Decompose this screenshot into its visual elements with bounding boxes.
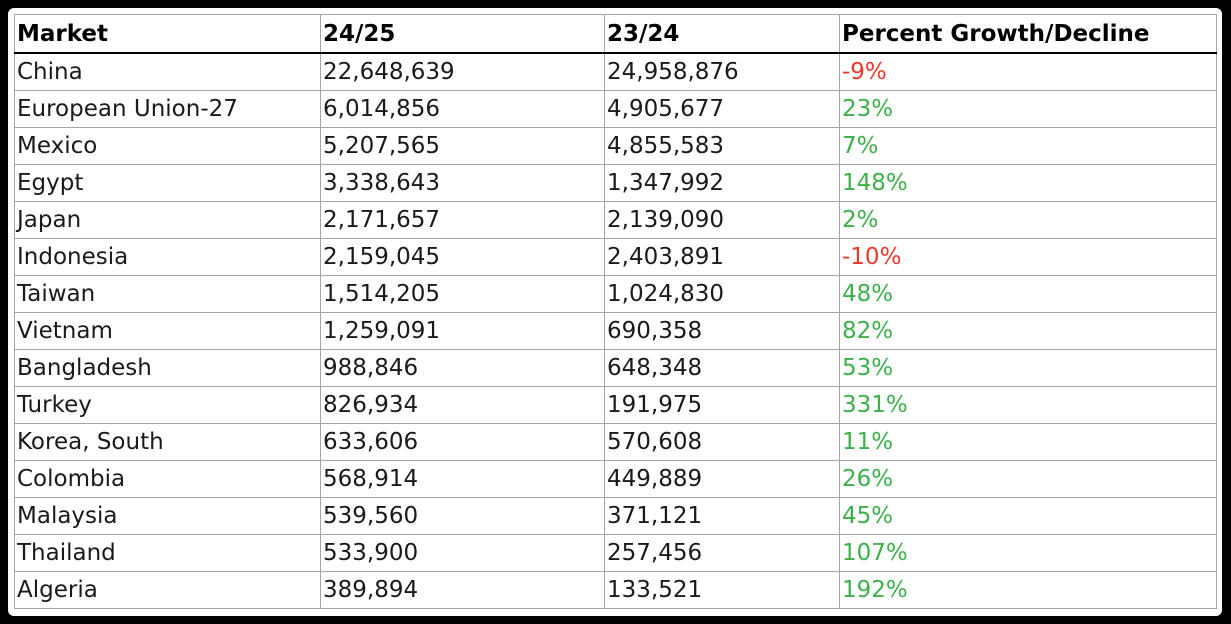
market-cell: Vietnam (14, 312, 321, 350)
value-24-25-cell: 988,846 (320, 349, 605, 387)
market-cell: China (14, 52, 321, 91)
table-row: Korea, South 633,606 570,608 11% (14, 423, 1217, 461)
market-cell: Indonesia (14, 238, 321, 276)
value-23-24-cell: 133,521 (604, 571, 840, 609)
value-23-24-cell: 257,456 (604, 534, 840, 572)
value-23-24-cell: 2,139,090 (604, 201, 840, 239)
table-frame: Market 24/25 23/24 Percent Growth/Declin… (8, 8, 1222, 616)
table-row: Malaysia 539,560 371,121 45% (14, 497, 1217, 535)
table-row: Bangladesh 988,846 648,348 53% (14, 349, 1217, 387)
value-24-25-cell: 1,259,091 (320, 312, 605, 350)
market-growth-table: Market 24/25 23/24 Percent Growth/Declin… (14, 14, 1217, 609)
value-24-25-cell: 533,900 (320, 534, 605, 572)
header-percent: Percent Growth/Decline (839, 14, 1217, 54)
table-row: China 22,648,639 24,958,876 -9% (14, 52, 1217, 91)
market-cell: Algeria (14, 571, 321, 609)
market-cell: Turkey (14, 386, 321, 424)
market-cell: European Union-27 (14, 90, 321, 128)
value-24-25-cell: 1,514,205 (320, 275, 605, 313)
table-row: Indonesia 2,159,045 2,403,891 -10% (14, 238, 1217, 276)
table-row: European Union-27 6,014,856 4,905,677 23% (14, 90, 1217, 128)
table-row: Vietnam 1,259,091 690,358 82% (14, 312, 1217, 350)
percent-cell: -10% (839, 238, 1217, 276)
value-24-25-cell: 633,606 (320, 423, 605, 461)
value-23-24-cell: 690,358 (604, 312, 840, 350)
header-row: Market 24/25 23/24 Percent Growth/Declin… (14, 14, 1217, 54)
table-row: Egypt 3,338,643 1,347,992 148% (14, 164, 1217, 202)
value-24-25-cell: 826,934 (320, 386, 605, 424)
percent-cell: 7% (839, 127, 1217, 165)
table-row: Thailand 533,900 257,456 107% (14, 534, 1217, 572)
percent-cell: -9% (839, 52, 1217, 91)
table-row: Colombia 568,914 449,889 26% (14, 460, 1217, 498)
percent-cell: 23% (839, 90, 1217, 128)
percent-cell: 331% (839, 386, 1217, 424)
value-24-25-cell: 22,648,639 (320, 52, 605, 91)
value-24-25-cell: 539,560 (320, 497, 605, 535)
percent-cell: 2% (839, 201, 1217, 239)
market-cell: Egypt (14, 164, 321, 202)
market-cell: Taiwan (14, 275, 321, 313)
market-cell: Mexico (14, 127, 321, 165)
percent-cell: 148% (839, 164, 1217, 202)
value-24-25-cell: 6,014,856 (320, 90, 605, 128)
percent-cell: 26% (839, 460, 1217, 498)
market-cell: Thailand (14, 534, 321, 572)
value-23-24-cell: 2,403,891 (604, 238, 840, 276)
value-23-24-cell: 24,958,876 (604, 52, 840, 91)
percent-cell: 48% (839, 275, 1217, 313)
header-23-24: 23/24 (604, 14, 840, 54)
market-cell: Japan (14, 201, 321, 239)
percent-cell: 192% (839, 571, 1217, 609)
percent-cell: 107% (839, 534, 1217, 572)
value-23-24-cell: 4,905,677 (604, 90, 840, 128)
value-23-24-cell: 4,855,583 (604, 127, 840, 165)
value-24-25-cell: 3,338,643 (320, 164, 605, 202)
value-24-25-cell: 389,894 (320, 571, 605, 609)
header-market: Market (14, 14, 321, 54)
value-23-24-cell: 449,889 (604, 460, 840, 498)
market-cell: Malaysia (14, 497, 321, 535)
header-24-25: 24/25 (320, 14, 605, 54)
value-23-24-cell: 1,347,992 (604, 164, 840, 202)
value-23-24-cell: 371,121 (604, 497, 840, 535)
percent-cell: 82% (839, 312, 1217, 350)
table-row: Mexico 5,207,565 4,855,583 7% (14, 127, 1217, 165)
percent-cell: 45% (839, 497, 1217, 535)
market-cell: Korea, South (14, 423, 321, 461)
value-24-25-cell: 568,914 (320, 460, 605, 498)
percent-cell: 53% (839, 349, 1217, 387)
value-23-24-cell: 570,608 (604, 423, 840, 461)
percent-cell: 11% (839, 423, 1217, 461)
market-cell: Bangladesh (14, 349, 321, 387)
table-row: Turkey 826,934 191,975 331% (14, 386, 1217, 424)
value-24-25-cell: 2,171,657 (320, 201, 605, 239)
value-23-24-cell: 648,348 (604, 349, 840, 387)
value-24-25-cell: 2,159,045 (320, 238, 605, 276)
table-row: Taiwan 1,514,205 1,024,830 48% (14, 275, 1217, 313)
table-row: Japan 2,171,657 2,139,090 2% (14, 201, 1217, 239)
value-24-25-cell: 5,207,565 (320, 127, 605, 165)
value-23-24-cell: 1,024,830 (604, 275, 840, 313)
table-row: Algeria 389,894 133,521 192% (14, 571, 1217, 609)
value-23-24-cell: 191,975 (604, 386, 840, 424)
market-cell: Colombia (14, 460, 321, 498)
